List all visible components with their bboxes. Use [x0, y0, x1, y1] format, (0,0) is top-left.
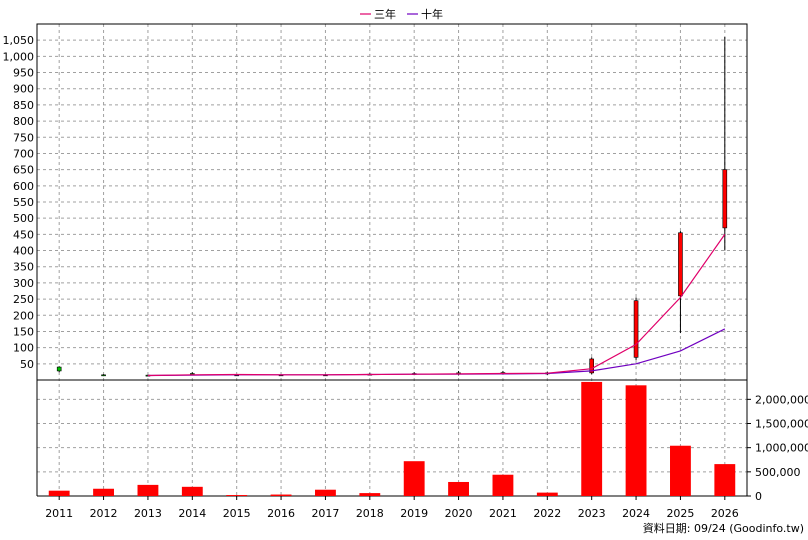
- volume-bar: [359, 493, 381, 496]
- price-panel-frame: [36, 23, 748, 381]
- price-tick-label: 100: [13, 342, 34, 355]
- x-tick-label: 2017: [311, 507, 339, 520]
- x-axis: 2011 2012 2013 2014 2015 2016 2017 2018 2019 2020…: [45, 496, 739, 520]
- price-tick-label: 1,000: [3, 50, 35, 63]
- x-tick-label: 2021: [489, 507, 517, 520]
- x-tick-label: 2022: [533, 507, 561, 520]
- volume-bar: [48, 490, 70, 496]
- price-tick-label: 650: [13, 164, 34, 177]
- legend-label: 十年: [421, 7, 443, 21]
- price-tick-label: 500: [13, 212, 34, 225]
- price-tick-label: 300: [13, 277, 34, 290]
- candle-body: [722, 169, 728, 229]
- volume-tick-label: 2,000,000: [755, 393, 808, 406]
- candle-body: [633, 300, 639, 358]
- x-tick-label: 2014: [178, 507, 206, 520]
- x-tick-label: 2023: [578, 507, 606, 520]
- volume-bar: [670, 445, 691, 496]
- price-tick-label: 550: [13, 196, 34, 209]
- price-tick-label: 800: [13, 115, 34, 128]
- x-tick-label: 2018: [356, 507, 384, 520]
- x-tick-label: 2019: [400, 507, 428, 520]
- candle-body: [56, 366, 62, 372]
- moving-average-lines: [147, 234, 726, 377]
- ma-three-year-line: [147, 234, 726, 377]
- price-axis: 50 100 150 200 250 300 350 400 450 500 550 600 650 70…: [3, 34, 35, 371]
- volume-bar: [536, 492, 558, 496]
- volume-bar: [181, 486, 203, 496]
- volume-tick-label: 0: [755, 490, 762, 503]
- x-tick-label: 2016: [267, 507, 295, 520]
- price-tick-label: 250: [13, 293, 34, 306]
- volume-bars: [48, 381, 736, 496]
- price-tick-label: 700: [13, 147, 34, 160]
- candle-body: [589, 358, 594, 374]
- volume-tick-label: 500,000: [755, 466, 801, 479]
- price-tick-label: 50: [20, 358, 34, 371]
- price-tick-label: 1,050: [3, 34, 35, 47]
- x-tick-label: 2020: [445, 507, 473, 520]
- x-tick-label: 2012: [90, 507, 118, 520]
- price-candles: [56, 36, 728, 377]
- volume-bar: [270, 494, 292, 496]
- candle-body: [101, 374, 106, 377]
- price-tick-label: 950: [13, 67, 34, 80]
- volume-bar: [714, 464, 736, 496]
- volume-axis: 0 500,000 1,000,000 1,500,000 2,000,000: [747, 393, 808, 503]
- x-tick-label: 2024: [622, 507, 650, 520]
- price-tick-label: 400: [13, 245, 34, 258]
- volume-bar: [93, 488, 114, 496]
- legend-label: 三年: [374, 7, 396, 21]
- price-tick-label: 600: [13, 180, 34, 193]
- volume-bar: [403, 461, 425, 496]
- volume-tick-label: 1,500,000: [755, 418, 808, 431]
- candle-body: [678, 232, 683, 297]
- price-tick-label: 900: [13, 83, 34, 96]
- volume-bar: [137, 484, 159, 496]
- data-date-annotation: 資料日期: 09/24 (Goodinfo.tw): [643, 521, 804, 535]
- volume-bar: [448, 481, 469, 496]
- volume-bar: [581, 381, 603, 496]
- volume-bar: [226, 495, 248, 496]
- price-tick-label: 750: [13, 131, 34, 144]
- volume-bar: [492, 474, 514, 496]
- x-tick-label: 2015: [223, 507, 251, 520]
- price-tick-label: 150: [13, 325, 34, 338]
- price-tick-label: 200: [13, 309, 34, 322]
- price-tick-label: 450: [13, 228, 34, 241]
- volume-bar: [315, 489, 336, 496]
- x-tick-label: 2026: [711, 507, 739, 520]
- x-tick-label: 2025: [666, 507, 694, 520]
- volume-bar: [625, 385, 647, 496]
- volume-tick-label: 1,000,000: [755, 442, 808, 455]
- legend: 三年 十年: [360, 7, 443, 21]
- x-tick-label: 2013: [134, 507, 162, 520]
- x-tick-label: 2011: [45, 507, 73, 520]
- price-tick-label: 850: [13, 99, 34, 112]
- price-tick-label: 350: [13, 261, 34, 274]
